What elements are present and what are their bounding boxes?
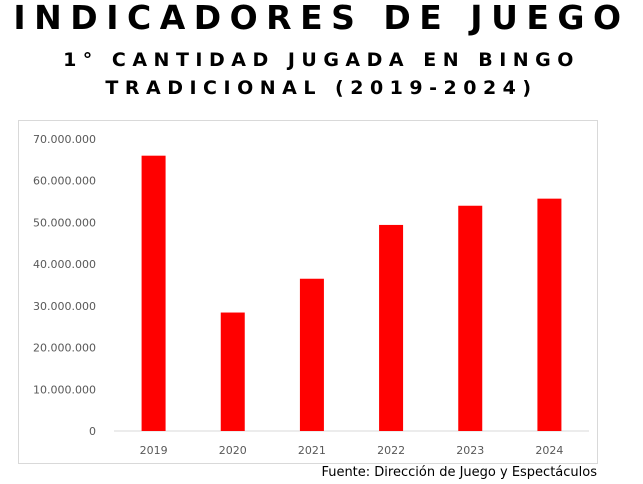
x-tick-label: 2019 [140,444,168,457]
y-tick-label: 70.000.000 [33,133,96,146]
x-tick-label: 2023 [456,444,484,457]
x-tick-label: 2022 [377,444,405,457]
x-tick-label: 2021 [298,444,326,457]
main-title: INDICADORES DE JUEGO [13,0,630,37]
bar-chart: 0 10.000.000 20.000.000 30.000.000 40.000.00… [33,133,589,457]
bar-2024 [537,198,562,431]
y-tick-label: 40.000.000 [33,258,96,271]
y-tick-label: 50.000.000 [33,216,96,229]
bar-2021 [299,278,324,431]
source-note: Fuente: Dirección de Juego y Espectáculo… [321,465,597,480]
y-tick-label: 10.000.000 [33,383,96,396]
chart-subtitle-line1: 1° CANTIDAD JUGADA EN BINGO [63,49,580,71]
x-tick-label: 2020 [219,444,247,457]
bar-2020 [220,312,245,431]
x-tick-label: 2024 [535,444,563,457]
y-tick-label: 30.000.000 [33,300,96,313]
chart-subtitle-line2: TRADICIONAL (2019-2024) [105,77,538,99]
bar-2022 [379,224,404,431]
y-tick-label: 60.000.000 [33,175,96,188]
bar-2019 [141,155,166,431]
bar-2023 [458,205,483,431]
y-tick-label: 20.000.000 [33,342,96,355]
chart-frame: 0 10.000.000 20.000.000 30.000.000 40.000.00… [18,120,598,464]
y-tick-label: 0 [89,425,96,438]
